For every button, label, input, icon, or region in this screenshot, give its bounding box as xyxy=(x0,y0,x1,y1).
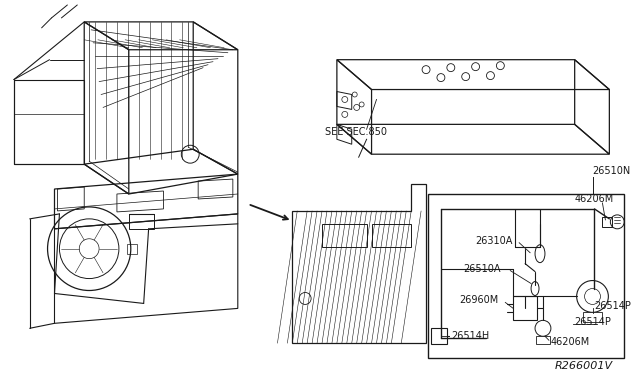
Text: 26960M: 26960M xyxy=(460,295,499,305)
Polygon shape xyxy=(513,296,537,320)
Polygon shape xyxy=(536,336,550,344)
Circle shape xyxy=(577,280,609,312)
Bar xyxy=(428,194,624,358)
Text: 26510A: 26510A xyxy=(464,264,501,274)
Text: 46206M: 46206M xyxy=(551,337,590,347)
Text: SEE SEC.850: SEE SEC.850 xyxy=(325,127,387,137)
Polygon shape xyxy=(582,312,602,322)
Text: 26510N: 26510N xyxy=(593,166,631,176)
Polygon shape xyxy=(372,224,411,247)
Text: R266001V: R266001V xyxy=(555,361,613,371)
Ellipse shape xyxy=(535,245,545,263)
Text: 26514P: 26514P xyxy=(575,317,612,327)
Polygon shape xyxy=(322,224,367,247)
Text: 26514P: 26514P xyxy=(595,301,632,311)
Polygon shape xyxy=(431,328,447,344)
Ellipse shape xyxy=(531,282,539,295)
Text: 26514H: 26514H xyxy=(451,331,489,341)
Text: 46206M: 46206M xyxy=(575,194,614,204)
Polygon shape xyxy=(602,217,612,227)
Text: 26310A: 26310A xyxy=(476,236,513,246)
